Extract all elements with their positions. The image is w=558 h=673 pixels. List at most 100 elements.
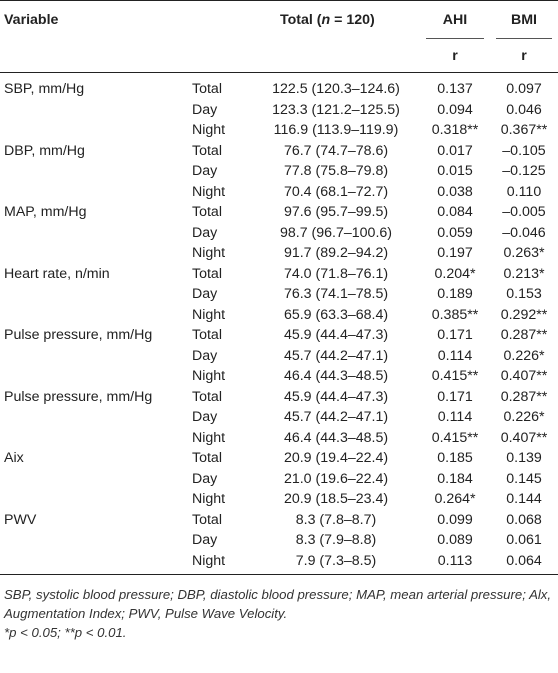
- bmi-r-value: 0.263*: [503, 245, 545, 261]
- variable-name: [0, 428, 190, 449]
- table-row: Night 46.4 (44.3–48.5) 0.415** 0.407**: [0, 366, 558, 387]
- table-row: Aix Total 20.9 (19.4–22.4) 0.185 0.139: [0, 448, 558, 469]
- variable-name: Aix: [4, 450, 24, 466]
- bmi-r-value: 0.097: [506, 81, 542, 97]
- bmi-r-value: 0.367**: [500, 122, 548, 138]
- period-label: Night: [192, 245, 226, 261]
- period-label: Day: [192, 532, 218, 548]
- variable-name: [0, 530, 190, 551]
- bmi-r-value: 0.144: [506, 491, 542, 507]
- total-value: 91.7 (89.2–94.2): [283, 245, 389, 261]
- total-value: 20.9 (19.4–22.4): [283, 450, 389, 466]
- table-row: Day 98.7 (96.7–100.6) 0.059 –0.046: [0, 223, 558, 244]
- table-row: Day 77.8 (75.8–79.8) 0.015 –0.125: [0, 161, 558, 182]
- variable-name: [0, 489, 190, 510]
- table-row: Pulse pressure, mm/Hg Total 45.9 (44.4–47.…: [0, 387, 558, 408]
- table-row: Night 116.9 (113.9–119.9) 0.318** 0.367**: [0, 120, 558, 141]
- ahi-r-value: 0.113: [420, 550, 490, 575]
- period-label: Night: [190, 550, 252, 575]
- ahi-r-value: 0.089: [437, 532, 473, 548]
- total-value: 46.4 (44.3–48.5): [283, 368, 389, 384]
- total-value: 76.7 (74.7–78.6): [283, 142, 389, 159]
- total-value: 98.7 (96.7–100.6): [279, 224, 392, 241]
- variable-name: [0, 223, 190, 244]
- table-row: Day 123.3 (121.2–125.5) 0.094 0.046: [0, 100, 558, 121]
- header-bmi: BMI: [490, 1, 558, 40]
- table-row: Day 45.7 (44.2–47.1) 0.114 0.226*: [0, 407, 558, 428]
- ahi-r-value: 0.264*: [434, 491, 476, 507]
- table-row: Night 46.4 (44.3–48.5) 0.415** 0.407**: [0, 428, 558, 449]
- period-label: Day: [192, 286, 218, 302]
- period-label: Night: [192, 183, 226, 200]
- ahi-r-value: 0.171: [437, 327, 473, 343]
- period-label: Day: [192, 163, 218, 179]
- header-empty-1: [0, 39, 190, 73]
- ahi-r-value: 0.099: [437, 511, 473, 528]
- ahi-r-value: 0.318**: [431, 122, 479, 138]
- bmi-r-value: 0.145: [506, 470, 542, 487]
- footnote-abbreviations: SBP, systolic blood pressure; DBP, diast…: [4, 587, 552, 621]
- bmi-r-value: 0.064: [490, 550, 558, 575]
- bmi-r-value: 0.139: [506, 450, 542, 466]
- ahi-r-value: 0.017: [437, 142, 473, 159]
- variable-name: [0, 346, 190, 367]
- ahi-r-value: 0.094: [437, 101, 473, 118]
- variable-name: [0, 120, 190, 141]
- table-row: Day 21.0 (19.6–22.4) 0.184 0.145: [0, 469, 558, 490]
- variable-name: [0, 407, 190, 428]
- bmi-r-value: 0.226*: [503, 347, 545, 364]
- ahi-r-value: 0.114: [437, 347, 473, 364]
- header-total-n: n: [321, 12, 331, 28]
- table-row: SBP, mm/Hg Total 122.5 (120.3–124.6) 0.137 0…: [0, 73, 558, 100]
- total-value: 8.3 (7.9–8.8): [295, 532, 377, 548]
- period-label: Total: [192, 327, 222, 343]
- ahi-r-value: 0.038: [437, 183, 473, 200]
- variable-name: MAP, mm/Hg: [4, 204, 87, 220]
- bmi-r-value: –0.046: [502, 224, 546, 241]
- ahi-r-value: 0.185: [437, 450, 473, 466]
- total-value: 76.3 (74.1–78.5): [283, 286, 389, 302]
- period-label: Day: [192, 409, 218, 425]
- table-row: Day 45.7 (44.2–47.1) 0.114 0.226*: [0, 346, 558, 367]
- total-value: 122.5 (120.3–124.6): [272, 81, 400, 97]
- ahi-r-value: 0.197: [437, 245, 473, 261]
- total-value: 45.9 (44.4–47.3): [283, 327, 389, 343]
- total-value: 97.6 (95.7–99.5): [283, 204, 389, 220]
- bmi-r-value: 0.068: [506, 511, 542, 528]
- header-ahi: AHI: [420, 1, 490, 40]
- total-value: 116.9 (113.9–119.9): [273, 122, 399, 138]
- variable-name: [0, 284, 190, 305]
- period-label: Night: [192, 491, 226, 507]
- period-label: Day: [192, 470, 218, 487]
- total-value: 20.9 (18.5–23.4): [283, 491, 389, 507]
- total-value: 77.8 (75.8–79.8): [283, 163, 389, 179]
- total-value: 74.0 (71.8–76.1): [283, 265, 389, 282]
- table-row: Night 20.9 (18.5–23.4) 0.264* 0.144: [0, 489, 558, 510]
- period-label: Night: [192, 306, 226, 323]
- total-value: 8.3 (7.8–8.7): [295, 511, 377, 528]
- variable-name: [0, 550, 190, 575]
- bmi-r-value: 0.407**: [500, 429, 548, 446]
- ahi-r-value: 0.184: [437, 470, 473, 487]
- period-label: Night: [192, 368, 226, 384]
- table-row: Night 70.4 (68.1–72.7) 0.038 0.110: [0, 182, 558, 203]
- variable-name: [0, 469, 190, 490]
- period-label: Total: [192, 388, 222, 405]
- total-value: 45.9 (44.4–47.3): [283, 388, 389, 405]
- period-label: Night: [192, 429, 226, 446]
- bmi-r-value: 0.061: [506, 532, 542, 548]
- table-row: Night 91.7 (89.2–94.2) 0.197 0.263*: [0, 243, 558, 264]
- ahi-r-value: 0.385**: [431, 306, 479, 323]
- ahi-r-value: 0.189: [437, 286, 473, 302]
- period-label: Night: [192, 122, 226, 138]
- correlation-table: Variable Total (n = 120) AHI BMI r r SBP…: [0, 0, 558, 575]
- header-empty-2: [190, 39, 252, 73]
- bmi-r-value: –0.005: [502, 204, 546, 220]
- variable-name: [0, 366, 190, 387]
- period-label: Total: [192, 204, 222, 220]
- table-row: Night 65.9 (63.3–68.4) 0.385** 0.292**: [0, 305, 558, 326]
- period-label: Total: [192, 450, 222, 466]
- total-value: 70.4 (68.1–72.7): [283, 183, 389, 200]
- table-row: MAP, mm/Hg Total 97.6 (95.7–99.5) 0.084 –0.0…: [0, 202, 558, 223]
- total-value: 123.3 (121.2–125.5): [272, 101, 400, 118]
